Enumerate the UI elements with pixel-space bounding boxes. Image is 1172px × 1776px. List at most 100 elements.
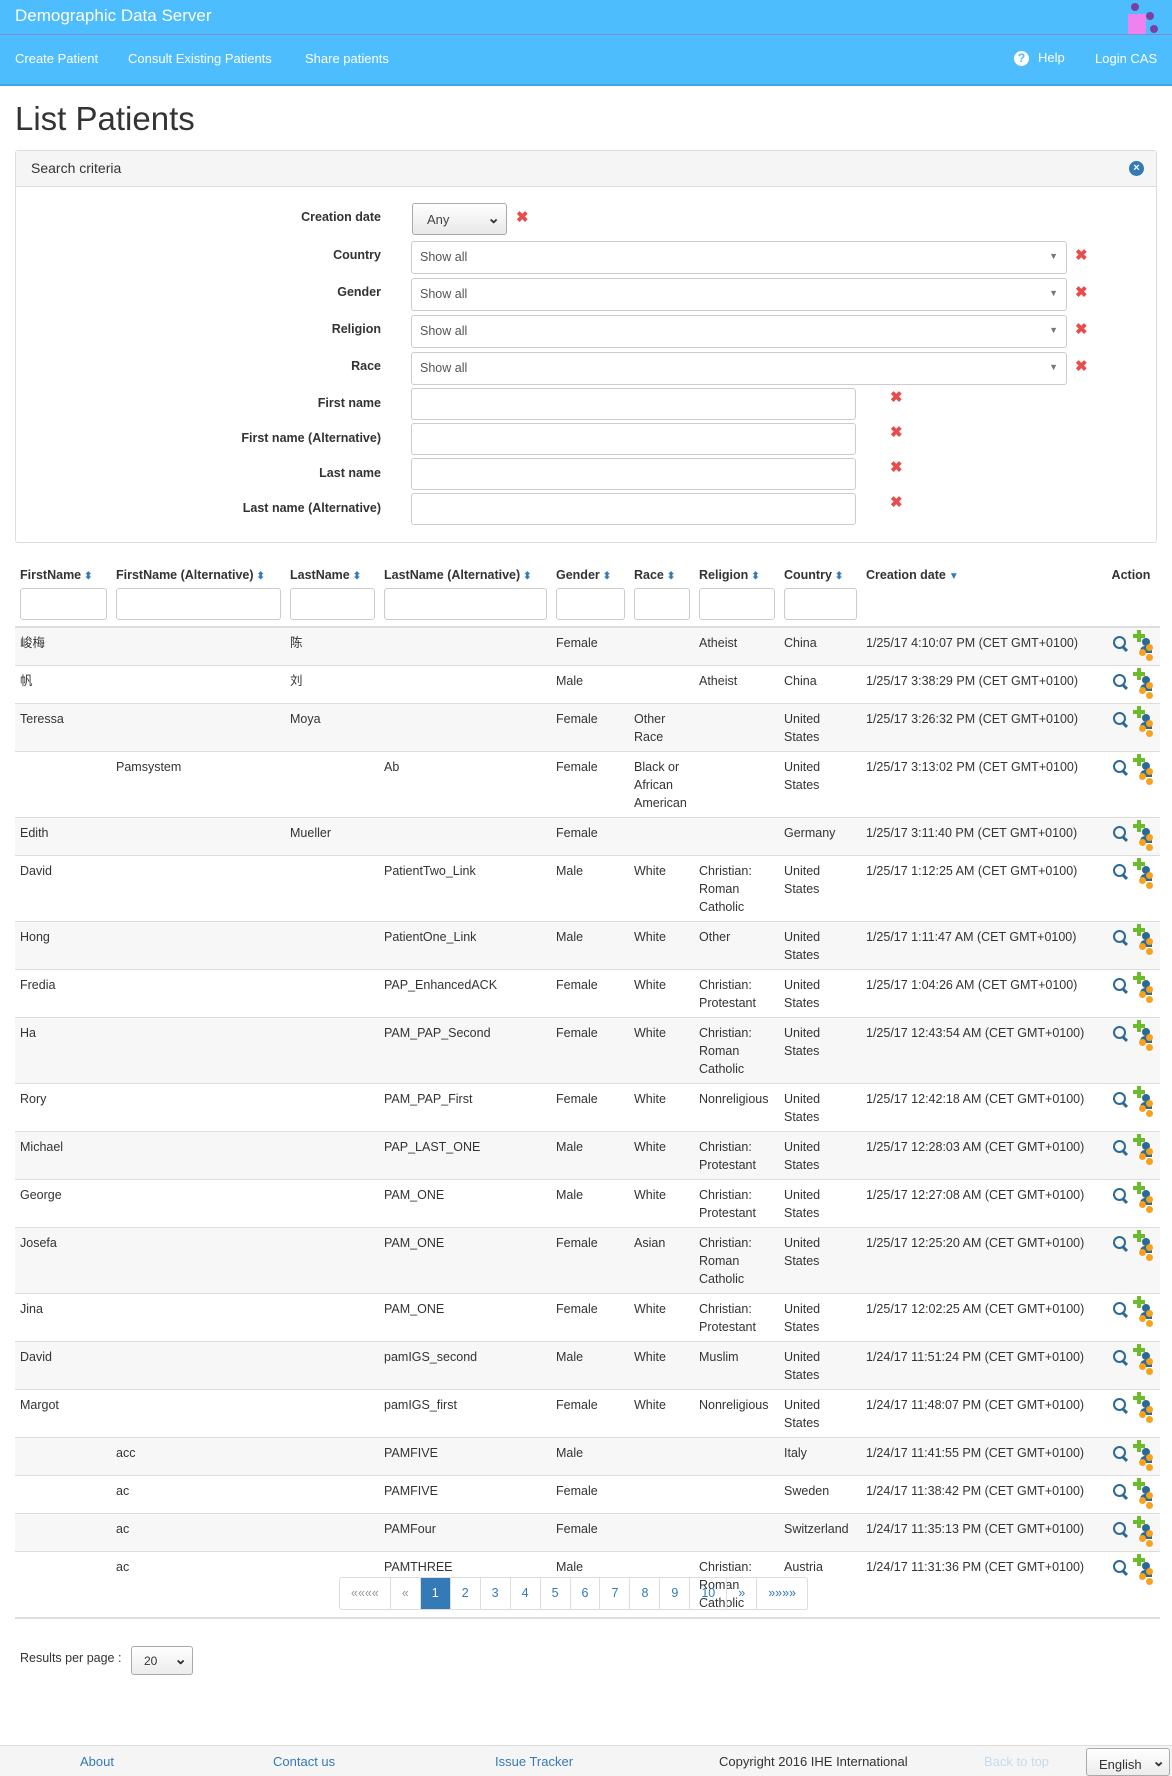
- view-patient-icon[interactable]: [1113, 1092, 1128, 1107]
- creation-date-select[interactable]: Any ⌄: [412, 203, 507, 235]
- share-patient-icon[interactable]: [1133, 1086, 1156, 1117]
- sort-icon[interactable]: ⬍: [602, 571, 612, 582]
- column-filter-input[interactable]: [290, 588, 375, 620]
- clear-gender-icon[interactable]: ✖: [1075, 284, 1088, 301]
- share-patient-icon[interactable]: [1133, 1182, 1156, 1213]
- last-name-input[interactable]: [411, 458, 856, 490]
- page-link[interactable]: »: [726, 1578, 756, 1609]
- view-patient-icon[interactable]: [1113, 1026, 1128, 1041]
- sort-desc-icon[interactable]: ▼: [948, 571, 959, 582]
- share-patient-icon[interactable]: [1133, 630, 1156, 661]
- last-name-alt-input[interactable]: [411, 493, 856, 525]
- column-filter-input[interactable]: [116, 588, 281, 620]
- clear-creation-date-icon[interactable]: ✖: [516, 209, 529, 226]
- country-select[interactable]: Show all ▼: [411, 241, 1067, 274]
- share-patient-icon[interactable]: [1133, 1020, 1156, 1051]
- share-patient-icon[interactable]: [1133, 924, 1156, 955]
- nav-create-patient[interactable]: Create Patient: [15, 51, 99, 66]
- race-select[interactable]: Show all ▼: [411, 352, 1067, 385]
- page-link[interactable]: 7: [599, 1578, 629, 1609]
- view-patient-icon[interactable]: [1113, 636, 1128, 651]
- share-patient-icon[interactable]: [1133, 1230, 1156, 1261]
- clear-first-name-alt-icon[interactable]: ✖: [890, 424, 903, 441]
- view-patient-icon[interactable]: [1113, 1188, 1128, 1203]
- login-cas-link[interactable]: Login CAS: [1095, 51, 1158, 66]
- page-link[interactable]: «: [389, 1578, 420, 1609]
- nav-consult-patients[interactable]: Consult Existing Patients: [128, 51, 272, 66]
- share-patient-icon[interactable]: [1133, 754, 1156, 785]
- view-patient-icon[interactable]: [1113, 1302, 1128, 1317]
- sort-icon[interactable]: ⬍: [666, 571, 676, 582]
- column-filter-input[interactable]: [556, 588, 625, 620]
- footer-issue-tracker-link[interactable]: Issue Tracker: [495, 1754, 574, 1769]
- view-patient-icon[interactable]: [1113, 1446, 1128, 1461]
- share-patient-icon[interactable]: [1133, 1516, 1156, 1547]
- share-patient-icon[interactable]: [1133, 1134, 1156, 1165]
- sort-icon[interactable]: ⬍: [256, 571, 265, 582]
- column-header-action[interactable]: Action: [1101, 560, 1160, 627]
- page-link[interactable]: 6: [569, 1578, 600, 1609]
- back-to-top-link[interactable]: Back to top: [984, 1754, 1050, 1769]
- column-header-creation-date[interactable]: Creation date ▼: [861, 560, 1101, 627]
- column-filter-input[interactable]: [634, 588, 690, 620]
- page-link[interactable]: 10: [689, 1578, 726, 1609]
- view-patient-icon[interactable]: [1113, 864, 1128, 879]
- clear-country-icon[interactable]: ✖: [1075, 247, 1088, 264]
- view-patient-icon[interactable]: [1113, 1350, 1128, 1365]
- results-per-page-select[interactable]: 20 ⌄: [131, 1646, 193, 1675]
- page-link[interactable]: ««««: [351, 1586, 379, 1600]
- share-patient-icon[interactable]: [1133, 1392, 1156, 1423]
- sort-icon[interactable]: ⬍: [523, 571, 532, 582]
- column-header-firstname[interactable]: FirstName ⬍: [15, 560, 111, 627]
- language-select[interactable]: English ⌄: [1086, 1748, 1170, 1776]
- column-header-religion[interactable]: Religion ⬍: [694, 560, 779, 627]
- column-filter-input[interactable]: [20, 588, 107, 620]
- footer-contact-link[interactable]: Contact us: [273, 1754, 336, 1769]
- view-patient-icon[interactable]: [1113, 1522, 1128, 1537]
- view-patient-icon[interactable]: [1113, 1398, 1128, 1413]
- view-patient-icon[interactable]: [1113, 674, 1128, 689]
- collapse-close-icon[interactable]: ×: [1129, 161, 1144, 176]
- clear-first-name-icon[interactable]: ✖: [890, 389, 903, 406]
- clear-last-name-icon[interactable]: ✖: [890, 459, 903, 476]
- sort-icon[interactable]: ⬍: [352, 571, 362, 582]
- column-header-country[interactable]: Country ⬍: [779, 560, 861, 627]
- page-link[interactable]: 8: [629, 1578, 659, 1609]
- share-patient-icon[interactable]: [1133, 858, 1156, 889]
- page-link[interactable]: »»»»: [756, 1578, 807, 1609]
- page-link[interactable]: 5: [539, 1578, 570, 1609]
- share-patient-icon[interactable]: [1133, 972, 1156, 1003]
- column-header-firstname-alternative[interactable]: FirstName (Alternative) ⬍: [111, 560, 285, 627]
- view-patient-icon[interactable]: [1113, 1140, 1128, 1155]
- column-filter-input[interactable]: [784, 588, 857, 620]
- column-header-lastname[interactable]: LastName ⬍: [285, 560, 379, 627]
- share-patient-icon[interactable]: [1133, 1344, 1156, 1375]
- app-title[interactable]: Demographic Data Server: [15, 6, 212, 25]
- sort-icon[interactable]: ⬍: [84, 571, 93, 582]
- view-patient-icon[interactable]: [1113, 978, 1128, 993]
- share-patient-icon[interactable]: [1133, 1554, 1156, 1585]
- column-filter-input[interactable]: [699, 588, 775, 620]
- page-link[interactable]: 1: [419, 1578, 450, 1609]
- column-filter-input[interactable]: [384, 588, 547, 620]
- view-patient-icon[interactable]: [1113, 760, 1128, 775]
- page-link[interactable]: 9: [659, 1578, 689, 1609]
- column-header-lastname-alternative[interactable]: LastName (Alternative) ⬍: [379, 560, 551, 627]
- page-link[interactable]: 4: [509, 1578, 540, 1609]
- view-patient-icon[interactable]: [1113, 826, 1128, 841]
- page-link[interactable]: 3: [479, 1578, 510, 1609]
- view-patient-icon[interactable]: [1113, 930, 1128, 945]
- view-patient-icon[interactable]: [1113, 1560, 1128, 1575]
- clear-religion-icon[interactable]: ✖: [1075, 321, 1088, 338]
- share-patient-icon[interactable]: [1133, 1478, 1156, 1509]
- page-link[interactable]: 2: [449, 1578, 480, 1609]
- help-link[interactable]: ? Help: [1014, 50, 1065, 66]
- clear-race-icon[interactable]: ✖: [1075, 358, 1088, 375]
- gender-select[interactable]: Show all ▼: [411, 278, 1067, 311]
- nav-share-patients[interactable]: Share patients: [305, 51, 389, 66]
- view-patient-icon[interactable]: [1113, 1484, 1128, 1499]
- column-header-race[interactable]: Race ⬍: [629, 560, 694, 627]
- share-patient-icon[interactable]: [1133, 1440, 1156, 1471]
- sort-icon[interactable]: ⬍: [834, 571, 844, 582]
- share-patient-icon[interactable]: [1133, 668, 1156, 699]
